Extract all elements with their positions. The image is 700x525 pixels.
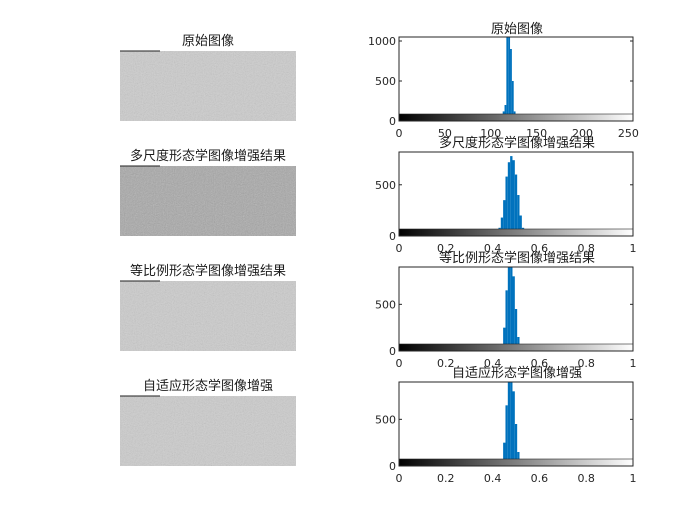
histogram-3-xtick-label: 0.6 — [531, 357, 549, 370]
histogram-1-ytick-label: 0 — [389, 115, 396, 128]
histogram-2-xtick-label: 0 — [396, 242, 403, 255]
histogram-1-xtick-label: 250 — [618, 127, 639, 140]
histogram-panel-2: 多尺度形态学图像增强结果 0 500 0 0.2 0.4 0.6 0.8 1 — [375, 135, 637, 255]
histogram-2-ytick-label: 500 — [375, 179, 396, 192]
histogram-3-bar — [514, 309, 518, 351]
histogram-2-bar — [505, 176, 508, 236]
histogram-3-xtick-label: 0.2 — [437, 357, 455, 370]
histogram-1-ytick-label: 500 — [375, 75, 396, 88]
histogram-1-xtick-label: 150 — [526, 127, 547, 140]
histogram-2-ytick-label: 0 — [389, 230, 396, 243]
histogram-4-bar — [503, 442, 506, 466]
histogram-1-xtick-label: 50 — [438, 127, 452, 140]
histogram-panel-4: 自适应形态学图像增强 0 500 0 0.2 0.4 0.6 0.8 1 — [375, 365, 637, 485]
histogram-1-xtick-label: 100 — [480, 127, 501, 140]
image-title-4: 自适应形态学图像增强 — [143, 378, 273, 394]
histogram-1-xtick-label: 200 — [572, 127, 593, 140]
histogram-2-xtick-label: 0.2 — [437, 242, 455, 255]
histogram-title-1: 原始图像 — [491, 22, 543, 37]
histogram-3-bar — [507, 267, 511, 351]
histogram-1-bar — [511, 81, 514, 121]
histogram-4-ytick-label: 500 — [375, 413, 396, 426]
histogram-2-bar — [514, 174, 518, 236]
histogram-3-xtick-label: 0.4 — [484, 357, 502, 370]
histogram-axes-2 — [398, 151, 634, 237]
histogram-4-bar — [507, 382, 511, 466]
histogram-3-bar — [505, 290, 508, 351]
histogram-4-xtick-label: 0.4 — [484, 472, 502, 485]
colorbar-1 — [398, 113, 634, 122]
histogram-4-bar — [514, 424, 518, 466]
histogram-title-2: 多尺度形态学图像增强结果 — [439, 135, 595, 151]
image-panel-2: 多尺度形态学图像增强结果 — [120, 148, 296, 236]
histogram-2-bar — [512, 160, 515, 236]
histogram-1-xtick-label: 0 — [396, 127, 403, 140]
histogram-title-3: 等比例形态学图像增强结果 — [439, 250, 595, 266]
histogram-axes-3 — [398, 266, 634, 352]
histogram-2-bar — [507, 162, 511, 236]
histogram-2-bar — [503, 200, 506, 236]
image-panel-4: 自适应形态学图像增强 — [120, 378, 296, 466]
histogram-1-ytick-label: 1000 — [368, 35, 396, 48]
histogram-4-xtick-label: 0.6 — [531, 472, 549, 485]
image-title-1: 原始图像 — [182, 34, 234, 49]
histogram-4-xtick-label: 0 — [396, 472, 403, 485]
histogram-title-4: 自适应形态学图像增强 — [452, 365, 582, 381]
histogram-panel-3: 等比例形态学图像增强结果 0 500 0 0.2 0.4 0.6 0.8 1 — [375, 250, 637, 370]
histogram-1-bar — [506, 37, 509, 121]
image-panel-3: 等比例形态学图像增强结果 — [120, 263, 296, 351]
histogram-1-bar — [510, 49, 512, 121]
histogram-3-ytick-label: 500 — [375, 298, 396, 311]
histogram-3-bar — [503, 327, 506, 351]
histogram-4-xtick-label: 0.8 — [577, 472, 595, 485]
histogram-axes-1 — [398, 36, 634, 122]
histogram-3-xtick-label: 1 — [630, 357, 637, 370]
histogram-2-bar — [517, 195, 520, 236]
histogram-panel-1: 原始图像 0 500 1000 0 50 100 150 200 250 — [368, 22, 639, 140]
histogram-1-bar — [508, 37, 511, 121]
histogram-2-bar — [510, 156, 513, 236]
histogram-3-bar — [512, 276, 515, 351]
image-title-3: 等比例形态学图像增强结果 — [130, 263, 286, 279]
histogram-4-xtick-label: 0.2 — [437, 472, 455, 485]
histogram-4-bar — [512, 391, 515, 466]
colorbar-4 — [398, 458, 634, 467]
histogram-3-xtick-label: 0 — [396, 357, 403, 370]
histogram-2-xtick-label: 1 — [630, 242, 637, 255]
histogram-2-bar — [500, 217, 504, 236]
histogram-4-ytick-label: 0 — [389, 460, 396, 473]
histogram-4-bar — [510, 382, 513, 466]
histogram-4-xtick-label: 1 — [630, 472, 637, 485]
histogram-2-xtick-label: 0.8 — [577, 242, 595, 255]
histogram-2-bar — [519, 215, 522, 236]
histogram-2-xtick-label: 0.4 — [484, 242, 502, 255]
image-title-2: 多尺度形态学图像增强结果 — [130, 148, 286, 164]
histogram-2-xtick-label: 0.6 — [531, 242, 549, 255]
histogram-4-bar — [505, 405, 508, 466]
image-panel-1: 原始图像 — [120, 34, 296, 121]
colorbar-3 — [398, 343, 634, 352]
histogram-3-ytick-label: 0 — [389, 345, 396, 358]
histogram-3-bar — [510, 267, 513, 351]
histogram-axes-4 — [398, 381, 634, 467]
histogram-3-xtick-label: 0.8 — [577, 357, 595, 370]
colorbar-2 — [398, 228, 634, 237]
histogram-1-bar — [504, 105, 507, 121]
